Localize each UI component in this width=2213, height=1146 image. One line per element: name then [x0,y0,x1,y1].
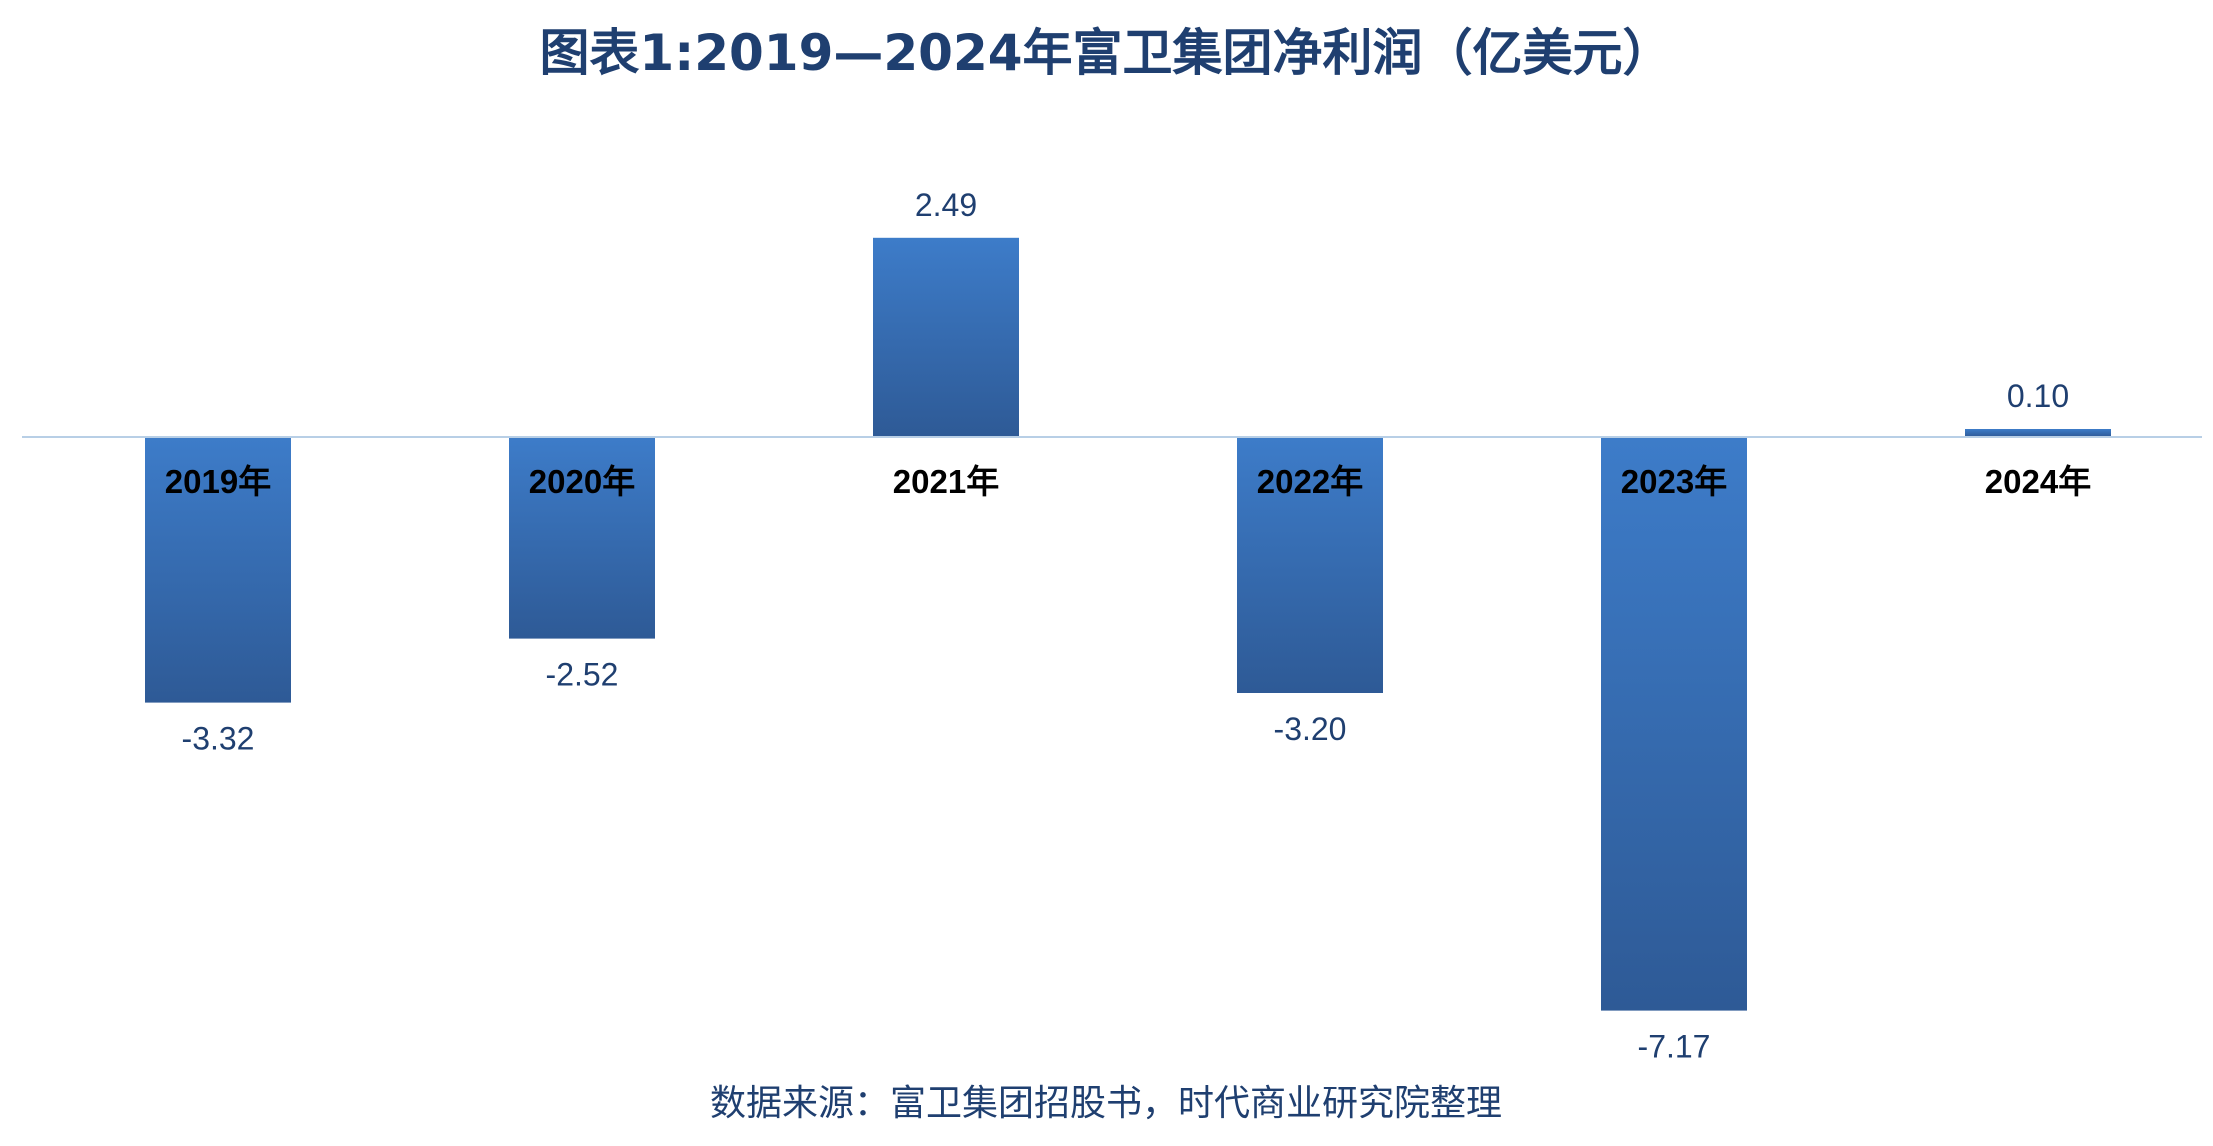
category-label-2: 2021年 [893,463,999,500]
category-label-3: 2022年 [1257,463,1363,500]
value-label-4: -7.17 [1638,1029,1711,1065]
value-label-group: -3.32 -2.52 2.49 -3.20 -7.17 0.10 [182,187,2070,1065]
chart-title: 图表1:2019—2024年富卫集团净利润（亿美元） [539,24,1672,82]
bar-2 [873,237,1019,437]
source-note: 数据来源：富卫集团招股书，时代商业研究院整理 [710,1083,1502,1124]
category-label-group: 2019年 2020年 2021年 2022年 2023年 2024年 [165,463,2091,500]
value-label-3: -3.20 [1274,711,1347,747]
category-label-5: 2024年 [1985,463,2091,500]
value-label-1: -2.52 [546,657,619,693]
bar-group [145,237,2111,1011]
value-label-2: 2.49 [915,187,977,223]
value-label-0: -3.32 [182,721,255,757]
bar-4 [1601,437,1747,1011]
category-label-1: 2020年 [529,463,635,500]
category-label-4: 2023年 [1621,463,1727,500]
bar-1 [509,437,655,639]
bar-0 [145,437,291,703]
bar-3 [1237,437,1383,693]
bar-5 [1965,429,2111,437]
value-label-5: 0.10 [2007,378,2069,414]
category-label-0: 2019年 [165,463,271,500]
